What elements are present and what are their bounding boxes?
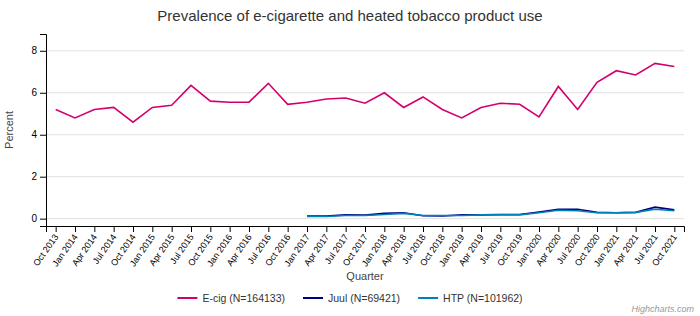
x-tick: Oct 2021 [650, 226, 679, 268]
title: Prevalence of e-cigarette and heated tob… [157, 7, 542, 24]
y-tick: 8 [31, 45, 46, 56]
grid [46, 51, 684, 219]
grid-line [46, 176, 684, 177]
x-axis-title: Quarter [346, 270, 384, 282]
x-tick-mark [404, 226, 405, 232]
y-tick: 0 [31, 213, 46, 224]
x-tick-mark [75, 226, 76, 232]
x-tick-mark [616, 226, 617, 232]
series-line [56, 63, 675, 122]
legend-swatch [418, 297, 438, 299]
x-tick-mark [365, 226, 366, 232]
x-tick-mark [191, 226, 192, 232]
series-line [307, 207, 674, 216]
y-tick: 4 [31, 129, 46, 140]
series-group [56, 63, 675, 216]
x-tick-mark [520, 226, 521, 232]
series-line [307, 209, 674, 216]
x-tick-mark [56, 226, 57, 232]
x-tick-mark [94, 226, 95, 232]
y-tick-label: 4 [31, 129, 37, 140]
legend-label: E-cig (N=164133) [202, 292, 285, 304]
x-tick-mark [210, 226, 211, 232]
grid-line [46, 218, 684, 219]
x-tick-mark [539, 226, 540, 232]
plot: 0 2 4 6 8 Oct 2013Jan 2014Apr 2014Jul 2014Oct… [31, 35, 684, 269]
x-tick-mark [578, 226, 579, 232]
y-tick-label: 2 [31, 171, 37, 182]
grid-line [46, 92, 684, 93]
legend: E-cig (N=164133) Juul (N=69421) HTP (N=101… [177, 292, 522, 304]
x-tick-mark [114, 226, 115, 232]
x-tick-mark [346, 226, 347, 232]
y-tick: 6 [31, 87, 46, 98]
x-tick-mark [384, 226, 385, 232]
y-tick-label: 8 [31, 45, 37, 56]
legend-item: E-cig (N=164133) [177, 292, 285, 304]
x-tick-mark [152, 226, 153, 232]
legend-swatch [177, 297, 197, 299]
x-tick-mark [442, 226, 443, 232]
grid-line [46, 134, 684, 135]
x-tick-mark [597, 226, 598, 232]
y-tick-mark [40, 177, 46, 178]
y-tick-mark [40, 51, 46, 52]
x-tick-mark [133, 226, 134, 232]
y-tick-label: 6 [31, 87, 37, 98]
x-tick-mark [674, 226, 675, 232]
x-axis: Oct 2013Jan 2014Apr 2014Jul 2014Oct 2014… [31, 226, 684, 268]
x-tick-mark [268, 226, 269, 232]
y-axis: 0 2 4 6 8 [31, 35, 46, 227]
legend-item: Juul (N=69421) [303, 292, 400, 304]
x-tick-mark [326, 226, 327, 232]
x-tick-mark [462, 226, 463, 232]
x-tick-mark [230, 226, 231, 232]
y-tick-mark [40, 135, 46, 136]
x-tick-mark [500, 226, 501, 232]
y-tick-label: 0 [31, 213, 37, 224]
y-axis-title: Percent [3, 111, 15, 149]
x-axis-line [47, 227, 685, 233]
y-tick: 2 [31, 171, 46, 182]
legend-label: Juul (N=69421) [328, 292, 400, 304]
x-tick-mark [423, 226, 424, 232]
y-axis-line [40, 35, 47, 227]
x-tick-mark [288, 226, 289, 232]
grid-line [46, 50, 684, 51]
x-tick-mark [307, 226, 308, 232]
legend-item: HTP (N=101962) [418, 292, 522, 304]
y-tick-mark [40, 93, 46, 94]
x-tick-mark [636, 226, 637, 232]
x-tick-mark [172, 226, 173, 232]
x-tick-mark [249, 226, 250, 232]
x-tick-label: Oct 2021 [650, 232, 679, 268]
chart: 0 2 4 6 8 Oct 2013Jan 2014Apr 2014Jul 2014Oct… [0, 0, 700, 316]
y-tick-mark [40, 219, 46, 220]
x-tick-mark [558, 226, 559, 232]
annotation: Highcharts.com [631, 304, 694, 314]
legend-swatch [303, 297, 323, 299]
x-tick-mark [655, 226, 656, 232]
x-tick-mark [481, 226, 482, 232]
legend-label: HTP (N=101962) [443, 292, 522, 304]
